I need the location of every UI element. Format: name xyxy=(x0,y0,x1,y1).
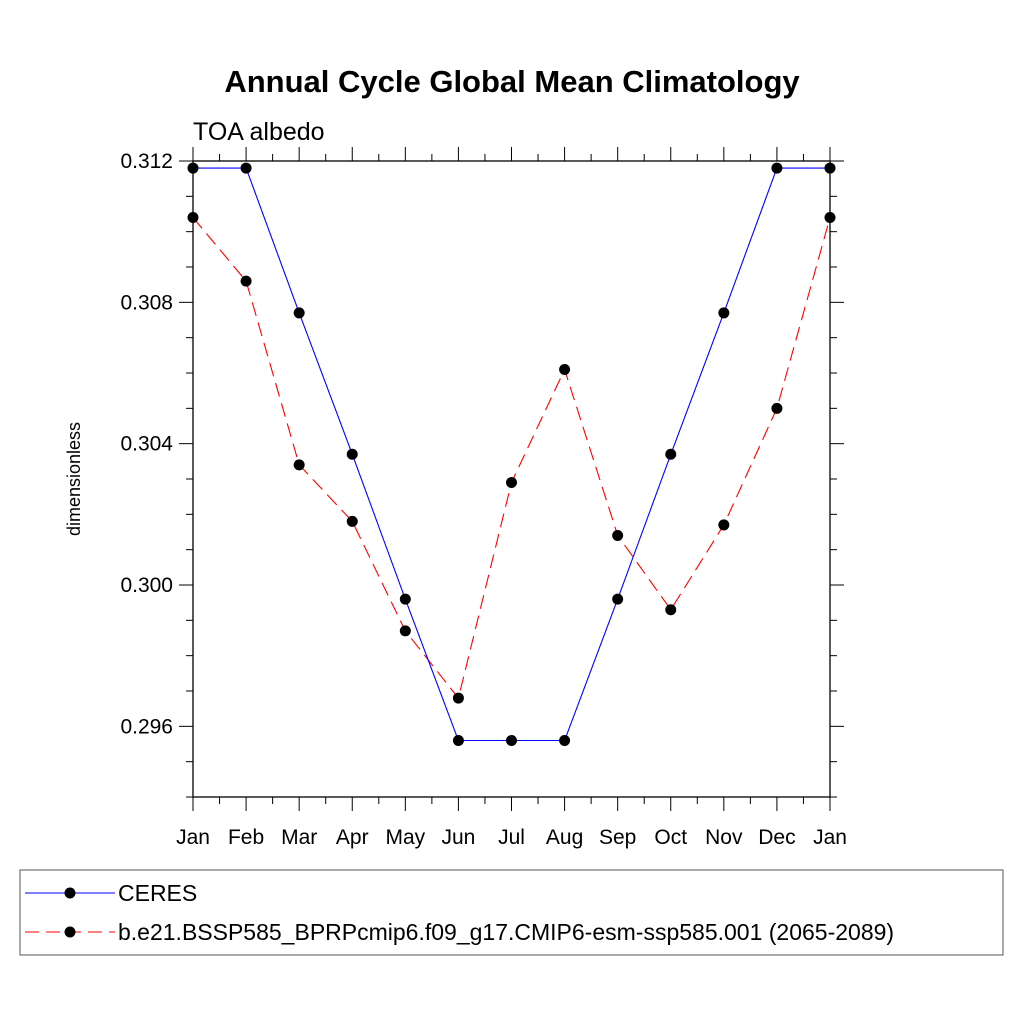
data-point-series-0 xyxy=(771,162,783,174)
data-point-series-1 xyxy=(346,515,358,527)
data-point-series-1 xyxy=(771,402,783,414)
axes: Jan Feb Mar Apr May Jun Jul Aug Sep Oct Nov Dec Jan 0… xyxy=(120,147,847,849)
data-point-series-1 xyxy=(559,363,571,375)
legend-marker-0 xyxy=(64,887,76,899)
legend-label-1: b.e21.BSSP585_BPRPcmip6.f09_g17.CMIP6-es… xyxy=(118,919,894,945)
data-point-series-1 xyxy=(293,459,305,471)
x-tick-label: Jun xyxy=(441,826,475,849)
data-point-series-0 xyxy=(452,734,464,746)
y-axis-label: dimensionless xyxy=(64,422,84,536)
data-point-series-1 xyxy=(718,519,730,531)
x-tick-label: Dec xyxy=(758,826,795,849)
x-tick-label: Jul xyxy=(498,826,525,849)
data-point-series-1 xyxy=(452,692,464,704)
x-tick-label: Nov xyxy=(705,826,743,849)
chart-subtitle: TOA albedo xyxy=(193,118,325,146)
y-tick-label: 0.300 xyxy=(120,574,173,597)
x-tick-label: Sep xyxy=(599,826,636,849)
data-point-series-0 xyxy=(293,307,305,319)
data-point-series-1 xyxy=(824,212,836,224)
y-tick-label: 0.308 xyxy=(120,291,173,314)
x-tick-label: Apr xyxy=(336,826,369,849)
x-tick-label: Aug xyxy=(546,826,583,849)
chart-title: Annual Cycle Global Mean Climatology xyxy=(224,64,800,99)
series-line-1 xyxy=(192,217,831,700)
data-point-series-0 xyxy=(506,734,517,746)
data-point-series-1 xyxy=(506,477,517,489)
data-point-series-0 xyxy=(187,162,199,174)
data-point-series-0 xyxy=(718,307,730,319)
data-point-series-1 xyxy=(399,625,411,637)
legend-marker-1 xyxy=(64,926,76,938)
y-tick-label: 0.312 xyxy=(120,150,173,173)
x-tick-label: Jan xyxy=(813,826,847,849)
data-point-series-0 xyxy=(665,448,677,460)
legend: CERES b.e21.BSSP585_BPRPcmip6.f09_g17.CMI… xyxy=(19,869,1004,956)
legend-label-0: CERES xyxy=(118,880,197,906)
data-point-series-0 xyxy=(240,162,252,174)
y-tick-label: 0.304 xyxy=(120,433,173,456)
data-point-series-1 xyxy=(240,275,252,287)
x-tick-label: Feb xyxy=(228,826,264,849)
legend-box xyxy=(19,869,1004,956)
data-point-series-1 xyxy=(612,530,624,542)
x-tick-label: Jan xyxy=(176,826,210,849)
x-tick-label: Oct xyxy=(654,826,687,849)
data-point-series-0 xyxy=(612,593,624,605)
series-line-0 xyxy=(193,167,830,742)
data-point-series-1 xyxy=(187,212,199,224)
data-point-series-0 xyxy=(399,593,411,605)
x-tick-label: Mar xyxy=(281,826,317,849)
data-point-series-1 xyxy=(665,604,677,616)
y-tick-label: 0.296 xyxy=(120,715,173,738)
data-point-series-0 xyxy=(559,734,571,746)
data-point-series-0 xyxy=(824,162,836,174)
x-tick-label: May xyxy=(385,826,425,849)
plot-area xyxy=(187,162,836,746)
data-point-series-0 xyxy=(346,448,358,460)
